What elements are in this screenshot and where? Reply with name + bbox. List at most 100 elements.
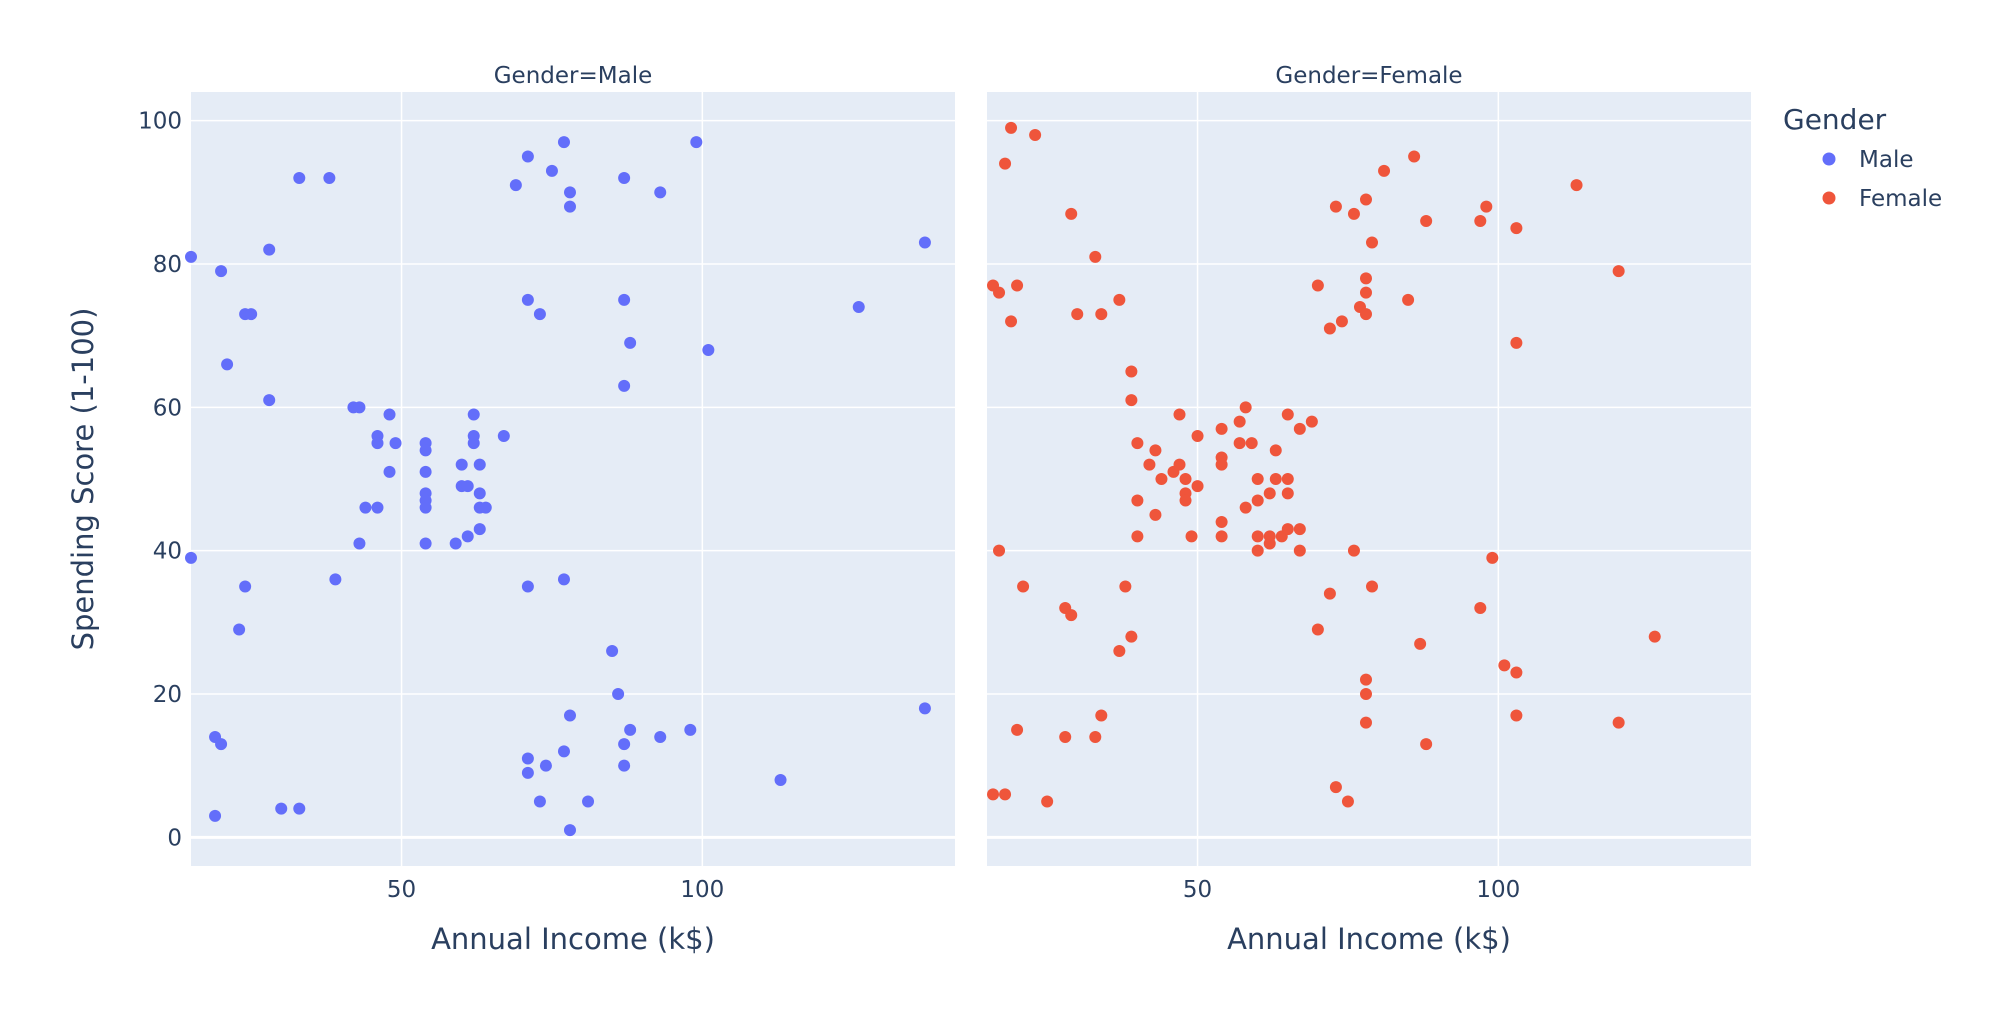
data-point-female xyxy=(1366,236,1379,249)
data-point-male xyxy=(557,136,570,149)
data-point-female xyxy=(1341,795,1354,808)
data-point-female xyxy=(1648,630,1661,643)
data-point-female xyxy=(1402,293,1415,306)
data-point-male xyxy=(521,293,534,306)
data-point-female xyxy=(1125,365,1138,378)
data-point-female xyxy=(1378,164,1391,177)
data-point-female xyxy=(1089,250,1102,263)
data-point-female xyxy=(1323,322,1336,335)
x-tick-label: 100 xyxy=(1476,877,1520,903)
data-point-female xyxy=(1293,422,1306,435)
data-point-female xyxy=(1510,336,1523,349)
y-tick-label: 40 xyxy=(153,539,182,565)
data-point-female xyxy=(1029,129,1042,141)
data-point-female xyxy=(1269,473,1282,485)
data-point-female xyxy=(1414,637,1427,650)
data-point-female xyxy=(1017,580,1030,593)
data-point-male xyxy=(533,308,546,321)
data-point-female xyxy=(1305,415,1318,428)
data-point-female xyxy=(1359,716,1372,729)
plot-area-female xyxy=(987,92,1751,866)
data-point-male xyxy=(455,458,468,471)
data-point-female xyxy=(993,544,1006,557)
data-point-female xyxy=(1239,401,1252,414)
data-point-male xyxy=(275,802,288,815)
data-point-female xyxy=(1011,279,1024,292)
data-point-male xyxy=(233,623,246,636)
data-point-female xyxy=(1612,716,1625,729)
data-point-male xyxy=(509,179,522,192)
data-point-male xyxy=(473,487,486,500)
data-point-male xyxy=(521,580,534,593)
data-point-male xyxy=(618,379,631,392)
data-point-female xyxy=(1281,523,1294,536)
data-point-female xyxy=(1335,315,1348,328)
data-point-male xyxy=(918,236,931,249)
data-point-female xyxy=(1065,609,1078,622)
x-tick-label: 50 xyxy=(387,877,416,903)
y-tick-label: 0 xyxy=(167,825,182,851)
data-point-male xyxy=(497,430,510,442)
data-point-female xyxy=(1185,530,1198,543)
data-point-female xyxy=(1347,544,1360,557)
data-point-female xyxy=(1191,430,1204,442)
data-point-female xyxy=(1113,645,1126,657)
y-tick-label: 100 xyxy=(138,109,182,135)
legend-title: Gender xyxy=(1783,103,1887,136)
data-point-female xyxy=(1215,516,1228,528)
data-point-male xyxy=(449,537,462,550)
data-point-male xyxy=(612,688,625,700)
data-point-male xyxy=(624,723,637,736)
data-point-female xyxy=(1233,437,1246,450)
data-point-female xyxy=(1510,666,1523,679)
data-point-female xyxy=(1263,487,1276,500)
data-point-female xyxy=(1612,265,1625,278)
data-point-male xyxy=(215,265,228,278)
data-point-male xyxy=(563,200,576,213)
facet-title: Gender=Female xyxy=(1275,63,1462,89)
data-point-male xyxy=(539,759,552,772)
data-point-male xyxy=(383,465,396,478)
data-point-male xyxy=(521,766,534,779)
data-point-female xyxy=(1408,150,1421,163)
data-point-male xyxy=(371,437,384,450)
data-point-female xyxy=(1359,286,1372,299)
data-point-female xyxy=(1311,623,1324,636)
data-point-female xyxy=(993,286,1006,299)
data-point-female xyxy=(1420,215,1433,227)
data-point-male xyxy=(467,437,480,450)
data-point-male xyxy=(618,759,631,772)
data-point-female xyxy=(1293,523,1306,536)
data-point-male xyxy=(521,150,534,163)
data-point-male xyxy=(323,172,336,184)
data-point-female xyxy=(1474,602,1487,614)
data-point-female xyxy=(1251,544,1264,557)
data-point-female xyxy=(1131,494,1144,507)
data-point-female xyxy=(1191,480,1204,493)
data-point-female xyxy=(1065,207,1078,220)
data-point-female xyxy=(1486,551,1499,564)
data-point-male xyxy=(557,573,570,586)
data-point-female xyxy=(987,788,1000,801)
data-point-male xyxy=(606,645,619,657)
data-point-female xyxy=(1215,458,1228,471)
y-tick-label: 20 xyxy=(153,682,182,708)
data-point-male xyxy=(473,458,486,471)
data-point-male xyxy=(293,802,306,815)
y-tick-label: 60 xyxy=(153,395,182,421)
data-point-female xyxy=(1131,437,1144,450)
data-point-female xyxy=(1173,408,1186,421)
data-point-male xyxy=(479,501,492,514)
data-point-female xyxy=(1281,473,1294,485)
data-point-female xyxy=(1179,494,1192,507)
x-tick-label: 100 xyxy=(680,877,724,903)
data-point-male xyxy=(654,186,667,199)
data-point-female xyxy=(1011,723,1024,736)
facet-title: Gender=Male xyxy=(494,63,653,89)
data-point-male xyxy=(684,723,697,736)
legend-label-male: Male xyxy=(1859,147,1913,173)
data-point-female xyxy=(1005,121,1018,134)
data-point-male xyxy=(582,795,595,808)
